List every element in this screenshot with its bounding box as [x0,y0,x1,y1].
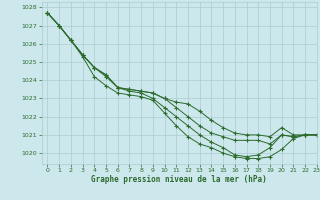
X-axis label: Graphe pression niveau de la mer (hPa): Graphe pression niveau de la mer (hPa) [91,175,267,184]
